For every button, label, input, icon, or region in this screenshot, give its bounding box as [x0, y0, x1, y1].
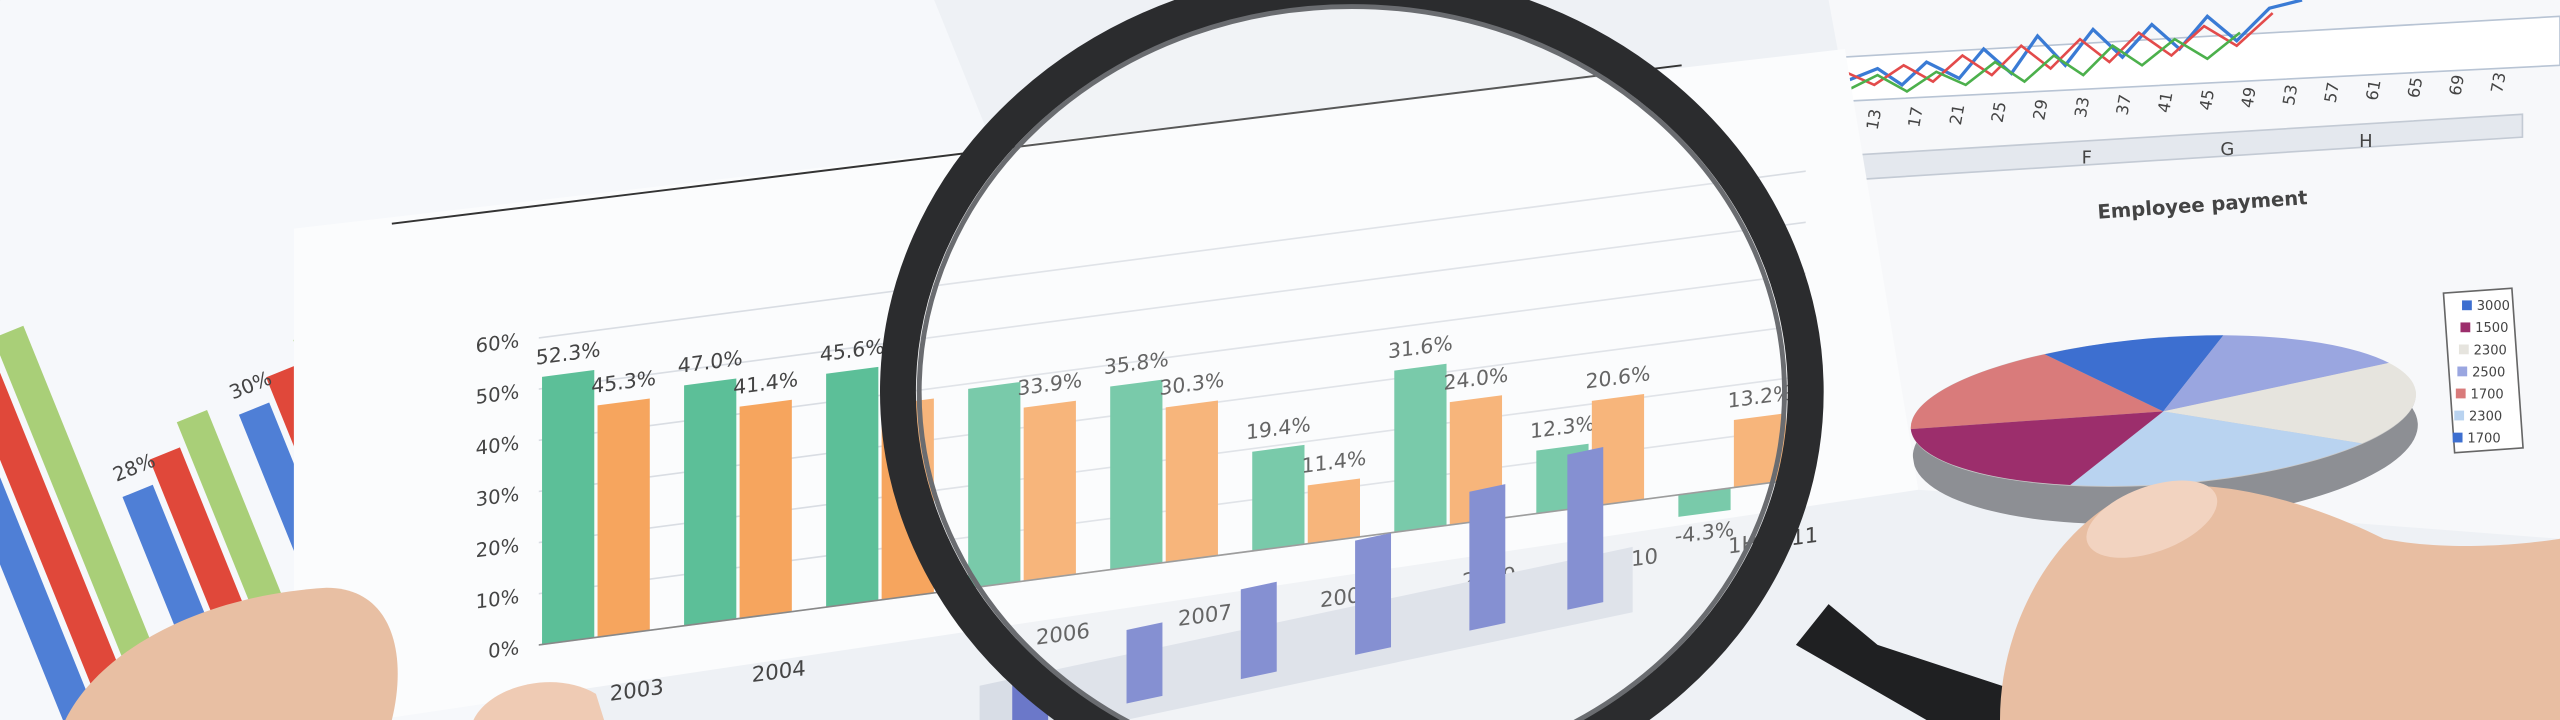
paper-rule — [391, 64, 1682, 225]
bar — [684, 378, 737, 626]
bottom-chart — [979, 447, 1633, 720]
bar — [1733, 413, 1787, 488]
grid-line — [538, 170, 1806, 339]
legend-text: 2300 — [2469, 409, 2502, 424]
y-tick-label: 40% — [476, 431, 520, 460]
row-number: 73 — [2487, 71, 2509, 95]
legend-text: 1700 — [2467, 431, 2500, 446]
bar — [739, 399, 792, 619]
bar — [597, 398, 650, 638]
bar — [968, 381, 1021, 589]
legend-text: 2500 — [2472, 365, 2505, 380]
pie-slice — [2070, 411, 2362, 487]
row-number: 37 — [2113, 93, 2135, 117]
row-number: 57 — [2321, 81, 2343, 105]
pie-slice — [1910, 411, 2164, 486]
column-letter: H — [2359, 131, 2373, 152]
row-number: 41 — [2154, 90, 2176, 114]
legend-swatch — [2462, 300, 2472, 311]
y-tick-label: 60% — [476, 329, 520, 358]
bar — [1252, 444, 1305, 551]
legend-text: 1500 — [2475, 321, 2508, 336]
left-hand — [65, 587, 398, 720]
row-number: 61 — [2362, 78, 2384, 102]
bottom-bar — [1355, 532, 1392, 655]
legend-swatch — [2458, 344, 2469, 355]
bar — [1307, 478, 1360, 544]
legend-text: 2300 — [2474, 343, 2507, 358]
pie-slice — [1910, 354, 2164, 430]
bottom-bar — [1240, 581, 1277, 680]
row-number: 69 — [2446, 73, 2468, 97]
row-number: 29 — [2029, 98, 2051, 122]
line — [1847, 31, 2241, 93]
bar — [1110, 379, 1163, 570]
legend-text: 1700 — [2471, 387, 2504, 402]
line — [1844, 12, 2274, 87]
bar — [1165, 400, 1218, 563]
pie-slice — [2163, 335, 2389, 412]
legend-swatch — [2452, 432, 2463, 443]
bottom-bar — [1126, 622, 1163, 704]
row-number: 17 — [1904, 105, 1926, 129]
pie — [1910, 335, 2418, 525]
column-letter: G — [2220, 139, 2234, 160]
y-tick-label: 10% — [476, 585, 520, 614]
row-number: 53 — [2279, 83, 2301, 107]
row-number: 25 — [1988, 100, 2010, 124]
bottom-bar — [1567, 447, 1604, 610]
thumbnail — [2086, 480, 2218, 558]
y-tick-label: 0% — [488, 636, 519, 663]
right-sheet: Employee payment — [1828, 0, 2560, 539]
row-number: 65 — [2404, 76, 2426, 100]
row-number: 45 — [2196, 88, 2218, 112]
row-number: 13 — [1863, 108, 1885, 132]
bottom-bar — [1469, 484, 1506, 631]
y-tick-label: 30% — [476, 483, 520, 512]
legend-swatch — [2460, 322, 2471, 333]
magnifier-rim — [880, 0, 1824, 720]
pie-slice — [2163, 362, 2417, 444]
y-tick-label: 50% — [476, 380, 520, 409]
column-letter: F — [2082, 147, 2092, 168]
row-number: 21 — [1946, 103, 1968, 127]
grid-line — [538, 221, 1806, 390]
magnifier-rim-inner — [916, 4, 1787, 720]
legend-text: 3000 — [2477, 299, 2510, 314]
legend-swatch — [2454, 410, 2465, 421]
left-thumb — [473, 682, 605, 720]
bar — [1678, 487, 1731, 517]
y-tick-label: 20% — [476, 534, 520, 563]
bar — [1394, 363, 1447, 533]
legend-swatch — [2457, 366, 2468, 377]
pie-slice — [2044, 335, 2224, 412]
row-number: 33 — [2071, 95, 2093, 119]
magnifier-handle — [1795, 604, 2107, 720]
bar — [542, 370, 595, 645]
row-number: 49 — [2237, 86, 2259, 110]
bar — [1023, 400, 1076, 582]
bar — [826, 366, 879, 608]
bar — [1591, 393, 1645, 507]
line — [1844, 0, 2303, 87]
legend-swatch — [2455, 388, 2466, 399]
